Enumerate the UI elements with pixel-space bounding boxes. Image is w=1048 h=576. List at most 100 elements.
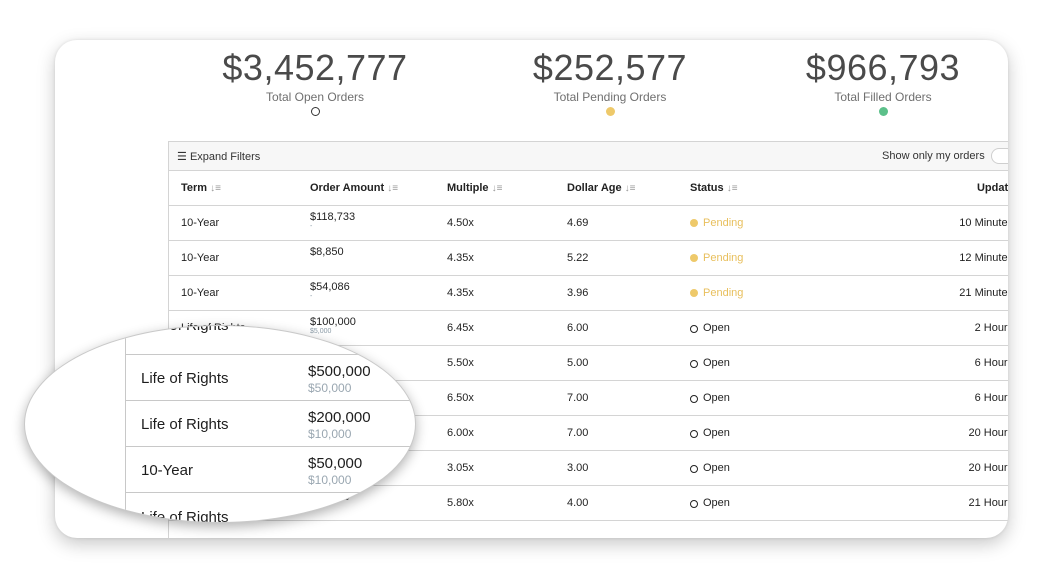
col-term[interactable]: Term ↓≡ — [181, 182, 221, 194]
open-dot-icon — [690, 360, 698, 368]
open-dot-icon — [690, 430, 698, 438]
pending-dot-icon — [690, 289, 698, 297]
magnifier-sub: $10,000 — [308, 473, 352, 487]
magnifier-term: Life of Rights — [141, 416, 229, 433]
open-dot-icon — [690, 465, 698, 473]
cell-status: Open — [690, 357, 730, 369]
magnifier-amount: $500,000 — [308, 363, 371, 380]
col-dollar-age[interactable]: Dollar Age ↓≡ — [567, 182, 636, 194]
cell-updated: 20 Hours Ag — [968, 462, 1008, 474]
cell-multiple: 6.50x — [447, 392, 474, 404]
open-dot-icon — [690, 500, 698, 508]
expand-filters-button[interactable]: ☰ Expand Filters — [177, 150, 260, 163]
cell-updated: 6 Hours Ag — [974, 392, 1008, 404]
magnifier-row: Life of Rights — [125, 325, 415, 367]
cell-amount: $8,850 — [310, 246, 344, 258]
cell-dollar-age: 5.00 — [567, 357, 589, 369]
cell-multiple: 4.35x — [447, 252, 474, 264]
cell-updated: 21 Hours Ag — [968, 497, 1008, 509]
cell-amount-sub: $5,000 — [310, 328, 332, 335]
cell-multiple: 5.50x — [447, 357, 474, 369]
magnifier-row: Life of Rights $200,000 $10,000 — [125, 400, 415, 446]
cell-amount: $100,000 $5,000 — [310, 316, 356, 336]
cell-multiple: 3.05x — [447, 462, 474, 474]
sort-icon: ↓≡ — [387, 183, 399, 194]
cell-amount-sub: - — [310, 293, 313, 300]
stat-pending-amount: $252,577 — [532, 47, 688, 88]
cell-multiple: 6.45x — [447, 322, 474, 334]
cell-status: Open — [690, 322, 730, 334]
cell-status: Open — [690, 392, 730, 404]
expand-filters-label: Expand Filters — [189, 151, 261, 163]
stat-pending-label: Total Pending Orders — [553, 90, 667, 104]
table-row[interactable]: 10-Year $118,733- 4.50x 4.69 Pending 10 Minut… — [169, 206, 1008, 241]
filled-dot-icon — [878, 107, 888, 116]
stat-filled: $966,793 Total Filled Orders — [733, 48, 1008, 116]
cell-dollar-age: 7.00 — [567, 392, 589, 404]
cell-amount-sub: - — [310, 223, 313, 230]
cell-status-label: Open — [703, 462, 730, 474]
cell-status-label: Open — [703, 392, 730, 404]
cell-multiple: 4.35x — [447, 287, 474, 299]
col-order-amount[interactable]: Order Amount ↓≡ — [310, 182, 398, 194]
cell-term: 10-Year — [181, 287, 220, 299]
cell-dollar-age: 4.69 — [567, 217, 589, 229]
col-age-label: Dollar Age — [567, 182, 622, 194]
table-row[interactable]: 10-Year $8,850 4.35x 5.22 Pending 12 Minutes … — [169, 241, 1008, 276]
cell-updated: 2 Hours Ag — [974, 322, 1008, 334]
open-dot-icon — [690, 395, 698, 403]
magnifier-content: Life of Rights Life of Rights $500,000 $… — [25, 326, 415, 522]
table-row[interactable]: Life of Rights$100,000$5,0006.45x6.00Ope… — [169, 311, 1008, 346]
stat-open: $3,452,777 Total Open Orders — [165, 48, 465, 116]
stat-pending: $252,577 Total Pending Orders — [460, 48, 760, 116]
sort-icon: ↓≡ — [491, 183, 503, 194]
cell-dollar-age: 6.00 — [567, 322, 589, 334]
col-status-label: Status — [690, 182, 724, 194]
stat-open-label: Total Open Orders — [265, 90, 365, 104]
magnifier-row: 10-Year $50,000 $10,000 — [125, 446, 415, 492]
cell-amount: $54,086- — [310, 281, 350, 301]
col-amount-label: Order Amount — [310, 182, 385, 194]
cell-dollar-age: 4.00 — [567, 497, 589, 509]
open-dot-icon — [690, 325, 698, 333]
sliders-icon: ☰ — [177, 151, 187, 163]
pending-dot-icon — [605, 107, 615, 116]
cell-status-label: Open — [703, 322, 730, 334]
magnifier-lens: Life of Rights Life of Rights $500,000 $… — [24, 325, 416, 523]
cell-status: Pending — [690, 287, 743, 299]
magnifier-row: Life of Rights $500,000 $50,000 — [125, 354, 415, 400]
pending-dot-icon — [690, 254, 698, 262]
stat-filled-amount: $966,793 — [805, 47, 961, 88]
col-updated-label: Updated — [976, 182, 1008, 194]
cell-multiple: 6.00x — [447, 427, 474, 439]
magnifier-term: Life of Rights — [141, 325, 229, 334]
cell-term: 10-Year — [181, 217, 220, 229]
cell-status-label: Open — [703, 427, 730, 439]
sort-icon: ↓≡ — [624, 183, 636, 194]
cell-amount-value: $54,086 — [310, 281, 350, 293]
sort-icon: ↓≡ — [726, 183, 738, 194]
col-status[interactable]: Status ↓≡ — [690, 182, 738, 194]
magnifier-sub: $10,000 — [308, 427, 352, 441]
col-multiple-label: Multiple — [447, 182, 489, 194]
cell-dollar-age: 7.00 — [567, 427, 589, 439]
col-updated[interactable]: Updated ↓ — [977, 182, 1008, 194]
col-multiple[interactable]: Multiple ↓≡ — [447, 182, 502, 194]
show-only-mine-toggle[interactable] — [991, 148, 1008, 164]
stat-filled-label: Total Filled Orders — [834, 90, 932, 104]
open-dot-icon — [310, 107, 320, 116]
magnifier-term: Life of Rights — [141, 509, 229, 523]
magnifier-row: Life of Rights — [125, 492, 415, 523]
magnifier-amount: $50,000 — [308, 455, 363, 472]
magnifier-amount: $200,000 — [308, 409, 371, 426]
table-header: Term ↓≡ Order Amount ↓≡ Multiple ↓≡ Doll… — [169, 171, 1008, 206]
cell-status-label: Open — [703, 497, 730, 509]
magnifier-term: 10-Year — [141, 462, 193, 479]
cell-status-label: Pending — [703, 252, 744, 264]
sort-icon: ↓≡ — [210, 183, 221, 194]
magnifier-term: Life of Rights — [141, 370, 229, 387]
cell-dollar-age: 3.96 — [567, 287, 589, 299]
table-row[interactable]: 10-Year $54,086- 4.35x 3.96 Pending 21 Minute… — [169, 276, 1008, 311]
magnifier-sub: $50,000 — [308, 381, 352, 395]
cell-updated: 21 Minutes Ag — [959, 287, 1008, 299]
